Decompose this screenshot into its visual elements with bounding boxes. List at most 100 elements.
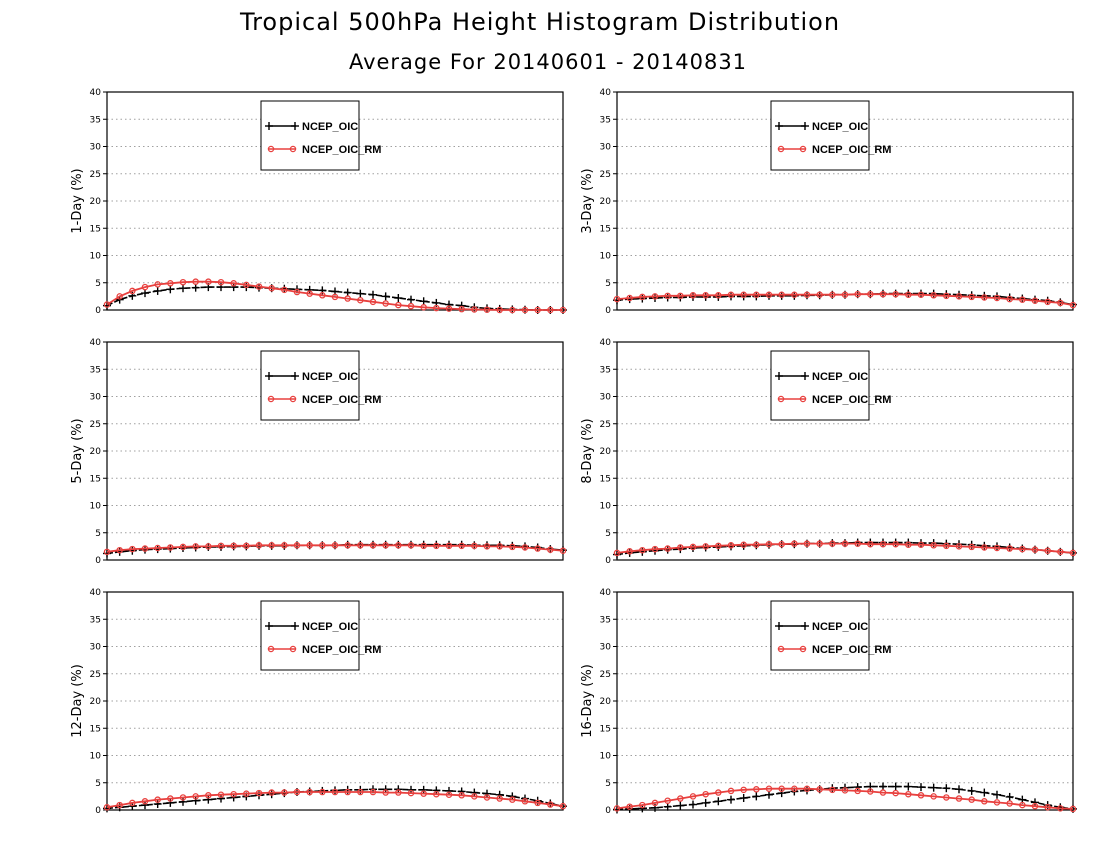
data-point [689,800,697,809]
y-tick-label: 25 [600,670,611,680]
data-point [407,789,415,797]
data-point [689,292,697,299]
data-point [929,783,938,792]
data-point [778,785,785,792]
data-point [1044,547,1051,554]
data-point [613,805,621,812]
data-point [993,790,1001,799]
data-point [677,544,684,551]
data-point [943,542,950,550]
data-point [483,794,491,801]
data-point [381,292,390,301]
y-tick-label: 30 [600,143,612,153]
data-point [167,795,174,802]
data-point [344,295,351,302]
data-point [281,542,288,549]
y-tick-label: 0 [95,306,101,316]
data-point [141,798,149,805]
data-point [433,542,440,550]
data-point [293,542,301,549]
data-point [217,278,225,286]
data-point [816,786,823,793]
data-point [255,789,263,797]
legend-label: NCEP_OIC [812,371,868,383]
y-tick-label: 40 [90,88,102,98]
y-tick-label: 40 [90,338,102,348]
data-point [677,292,684,300]
data-point [255,542,263,549]
series-line [616,542,1074,554]
legend-marker [801,622,809,630]
y-axis-label: 16-Day (%) [580,664,595,738]
data-point [942,784,951,793]
series-line [616,293,1074,306]
data-point [1057,805,1064,812]
data-point [357,542,364,549]
data-point [930,292,937,299]
data-point [419,785,428,794]
data-point [268,284,275,292]
y-tick-label: 5 [605,529,611,539]
data-point [445,300,453,309]
data-point [1031,297,1039,304]
y-tick-label: 0 [605,306,611,316]
data-point [791,540,798,547]
data-point [967,786,976,795]
legend-box [260,100,360,171]
data-point [154,796,161,803]
legend-marker [799,645,807,653]
data-point [891,782,900,791]
data-point [727,542,735,549]
legend-marker [267,145,275,153]
y-axis-label: 3-Day (%) [580,168,595,233]
y-tick-label: 10 [90,252,102,262]
y-tick-label: 35 [600,115,611,125]
legend-marker [265,372,273,380]
data-point [651,545,659,553]
data-point [382,300,389,307]
y-tick-label: 30 [90,393,102,403]
y-tick-label: 0 [605,806,611,816]
data-point [639,801,646,809]
data-point [141,801,149,810]
y-tick-label: 20 [600,697,612,707]
data-point [955,293,963,300]
data-point [879,540,887,548]
data-point [153,800,162,809]
data-point [243,790,250,797]
data-point [179,797,187,806]
legend-marker [775,122,783,130]
data-point [651,799,659,807]
y-tick-label: 35 [90,115,101,125]
data-point [369,542,377,549]
data-point [853,783,862,792]
data-point [904,782,913,791]
data-point [993,544,1001,552]
data-point [753,541,760,548]
data-point [740,786,747,794]
data-point [483,789,491,798]
data-point [319,788,326,796]
y-tick-label: 10 [600,252,612,262]
data-point [319,292,326,299]
data-point [141,283,149,291]
y-tick-label: 35 [90,615,101,625]
legend-marker [289,645,297,653]
data-point [243,542,250,550]
plot-frame [106,341,564,561]
y-tick-label: 25 [600,170,611,180]
data-point [1069,301,1077,309]
data-point [205,278,212,285]
data-point [879,290,887,298]
data-point [765,785,773,792]
data-point [407,302,415,310]
series-ncep-oic-rm [613,785,1077,813]
data-point [205,792,212,799]
data-point [433,304,440,312]
y-tick-label: 15 [600,724,611,734]
data-point [613,295,621,303]
y-tick-label: 10 [600,502,612,512]
y-tick-label: 0 [95,556,101,566]
